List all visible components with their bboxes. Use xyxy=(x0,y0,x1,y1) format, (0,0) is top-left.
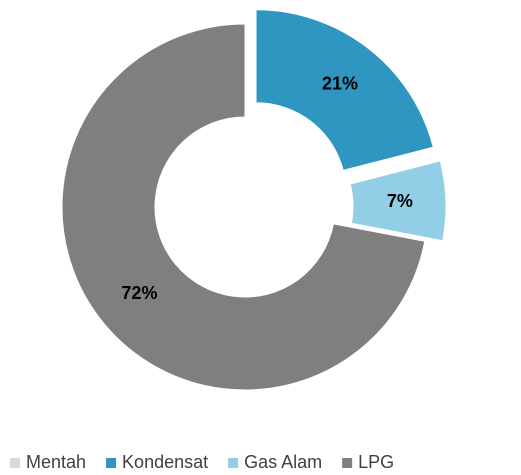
legend-swatch xyxy=(106,458,117,468)
donut-slice xyxy=(255,9,434,172)
legend-swatch xyxy=(342,458,353,468)
legend-swatch xyxy=(10,458,20,468)
legend-label: Mentah xyxy=(26,452,86,472)
legend-label: LPG xyxy=(358,452,394,472)
donut-slice xyxy=(61,23,426,391)
data-label: 21% xyxy=(322,73,358,93)
legend-label: Kondensat xyxy=(122,452,208,472)
data-label: 72% xyxy=(121,283,157,303)
donut-slice xyxy=(349,160,447,242)
data-label: 7% xyxy=(387,191,413,211)
legend-label: Gas Alam xyxy=(244,452,322,472)
legend-swatch xyxy=(228,458,239,468)
